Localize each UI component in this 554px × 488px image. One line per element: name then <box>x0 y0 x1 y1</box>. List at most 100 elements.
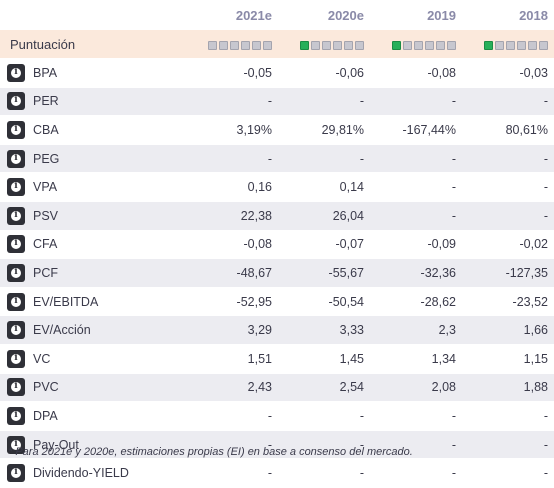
info-icon[interactable] <box>7 263 25 282</box>
value-cell-2020e: - <box>278 459 370 488</box>
rating-square-empty <box>436 40 445 50</box>
column-header-2019: 2019 <box>427 7 456 23</box>
row-label-cell: PCF <box>0 259 186 288</box>
score-rating-2021e <box>186 30 278 59</box>
info-icon[interactable] <box>7 63 25 82</box>
value-cell-2018: -23,52 <box>462 287 554 317</box>
value-cell-2021e: 3,29 <box>186 316 278 345</box>
value-cell-2019: -0,09 <box>370 230 462 260</box>
row-label-cell: PVC <box>0 373 186 403</box>
value-cell-2020e: - <box>278 144 370 174</box>
info-icon[interactable] <box>7 435 25 454</box>
value-cell-2018: -0,02 <box>462 230 554 260</box>
row-label: VPA <box>33 180 58 195</box>
info-icon[interactable] <box>7 206 25 225</box>
rating-square-empty <box>208 40 217 50</box>
info-icon[interactable] <box>7 349 25 368</box>
value-cell-2021e: -48,67 <box>186 259 278 288</box>
rating-square-empty <box>311 40 320 50</box>
table-row: Pay-Out---- <box>0 430 554 460</box>
row-label-cell: EV/EBITDA <box>0 287 186 317</box>
rating-square-empty <box>506 40 515 50</box>
header-label-cell <box>0 0 186 30</box>
row-label: DPA <box>33 408 58 423</box>
value-cell-2021e: - <box>186 87 278 117</box>
info-icon[interactable] <box>7 464 25 483</box>
info-icon[interactable] <box>7 378 25 397</box>
score-row: Puntuación <box>0 30 554 59</box>
rating-square-empty <box>252 40 261 50</box>
rating-square-empty <box>528 40 537 50</box>
table-row: Dividendo-YIELD---- <box>0 459 554 488</box>
value-cell-2020e: -55,67 <box>278 259 370 288</box>
rating-square-empty <box>241 40 250 50</box>
value-cell-2020e: 29,81% <box>278 116 370 145</box>
column-header-2020e: 2020e <box>327 7 364 23</box>
score-rating-2020e <box>278 30 370 59</box>
value-cell-2020e: 3,33 <box>278 316 370 345</box>
info-icon[interactable] <box>7 235 25 254</box>
value-cell-2020e: -0,06 <box>278 59 370 88</box>
value-cell-2021e: 1,51 <box>186 344 278 374</box>
value-cell-2019: - <box>370 201 462 231</box>
rating-square-empty <box>219 40 228 50</box>
value-cell-2018: 1,15 <box>462 344 554 374</box>
rating-square-empty <box>263 40 272 50</box>
row-label: PEG <box>33 151 60 166</box>
value-cell-2018: - <box>462 459 554 488</box>
value-cell-2020e: -0,07 <box>278 230 370 260</box>
value-cell-2019: 2,3 <box>370 316 462 345</box>
column-header-2018: 2018 <box>519 7 548 23</box>
rating-squares <box>208 40 272 50</box>
row-label-cell: Dividendo-YIELD <box>0 459 186 488</box>
value-cell-2018: 1,66 <box>462 316 554 345</box>
row-label: CFA <box>33 237 58 252</box>
row-label: VC <box>33 351 51 366</box>
row-label-cell: CBA <box>0 116 186 145</box>
row-label: BPA <box>33 65 58 80</box>
value-cell-2021e: -0,05 <box>186 59 278 88</box>
info-icon[interactable] <box>7 120 25 139</box>
row-label: PCF <box>33 265 58 280</box>
row-label-cell: VPA <box>0 173 186 202</box>
info-icon[interactable] <box>7 92 25 111</box>
info-icon[interactable] <box>7 321 25 340</box>
rating-square-empty <box>230 40 239 50</box>
value-cell-2018: - <box>462 87 554 117</box>
info-icon[interactable] <box>7 178 25 197</box>
row-label-cell: EV/Acción <box>0 316 186 345</box>
info-icon[interactable] <box>7 292 25 311</box>
rating-square-empty <box>355 40 364 50</box>
rating-squares <box>300 40 364 50</box>
value-cell-2020e: 26,04 <box>278 201 370 231</box>
value-cell-2018: - <box>462 201 554 231</box>
table-row: PEG---- <box>0 144 554 174</box>
value-cell-2019: 1,34 <box>370 344 462 374</box>
table-row: PVC 2,432,542,081,88 <box>0 373 554 403</box>
row-label: EV/EBITDA <box>33 294 99 309</box>
value-cell-2020e: 0,14 <box>278 173 370 202</box>
value-cell-2021e: - <box>186 430 278 460</box>
value-cell-2019: -28,62 <box>370 287 462 317</box>
row-label: PSV <box>33 208 59 223</box>
info-icon[interactable] <box>7 406 25 425</box>
value-cell-2019: -32,36 <box>370 259 462 288</box>
rating-square-empty <box>447 40 456 50</box>
value-cell-2018: - <box>462 430 554 460</box>
column-header-2021e: 2021e <box>235 7 272 23</box>
value-cell-2021e: -0,08 <box>186 230 278 260</box>
row-label-cell: BPA <box>0 59 186 88</box>
row-label-cell: DPA <box>0 402 186 431</box>
row-label: PER <box>33 94 59 109</box>
footnote: * Para 2021e y 2020e, estimaciones propi… <box>8 446 413 458</box>
value-cell-2020e: - <box>278 87 370 117</box>
value-cell-2019: - <box>370 459 462 488</box>
info-icon[interactable] <box>7 149 25 168</box>
value-cell-2021e: -52,95 <box>186 287 278 317</box>
table-row: CBA 3,19%29,81%-167,44%80,61% <box>0 116 554 145</box>
value-cell-2018: - <box>462 402 554 431</box>
rating-square-empty <box>414 40 423 50</box>
value-cell-2021e: 2,43 <box>186 373 278 403</box>
